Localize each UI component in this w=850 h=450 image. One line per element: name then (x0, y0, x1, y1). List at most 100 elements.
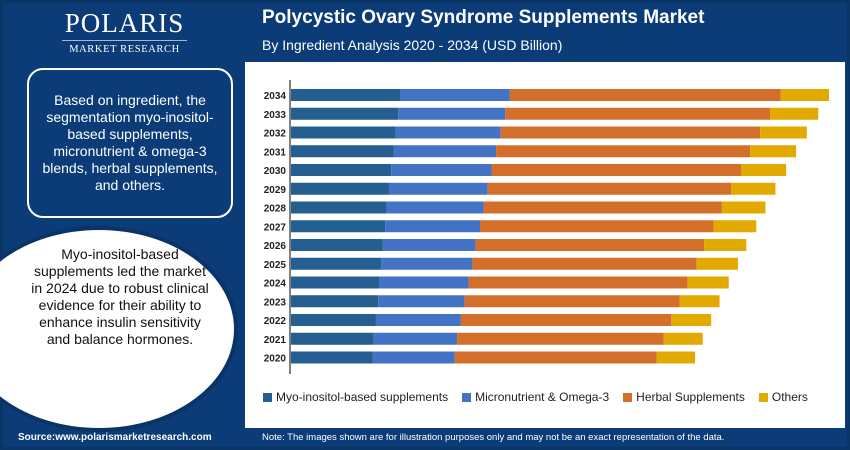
bar-segment-myo-inositol-based-supplements (291, 276, 380, 289)
bar-segment-myo-inositol-based-supplements (291, 295, 379, 308)
bar-segment-myo-inositol-based-supplements (291, 351, 373, 364)
legend-label: Herbal Supplements (636, 390, 745, 404)
bar-segment-myo-inositol-based-supplements (291, 164, 392, 176)
bar-segment-herbal-supplements (491, 164, 741, 176)
bar-segment-others (671, 314, 712, 326)
bar-segment-micronutrient-omega-3 (385, 220, 481, 233)
year-tick-label: 2027 (264, 222, 287, 233)
bar-segment-others (687, 276, 729, 289)
highlight-circle (0, 226, 238, 432)
legend-swatch (758, 392, 768, 402)
legend-swatch (623, 392, 633, 402)
bar-segment-micronutrient-omega-3 (381, 257, 473, 270)
page-subtitle: By Ingredient Analysis 2020 - 2034 (USD … (262, 37, 563, 53)
bar-segment-micronutrient-omega-3 (382, 239, 476, 251)
bar-segment-myo-inositol-based-supplements (291, 201, 387, 214)
bar-segment-others (731, 182, 776, 195)
legend-label: Myo-inositol-based supplements (276, 390, 449, 404)
bar-segment-micronutrient-omega-3 (386, 201, 484, 214)
bar-segment-herbal-supplements (483, 201, 722, 214)
year-tick-label: 2020 (264, 354, 287, 365)
bar-segment-myo-inositol-based-supplements (291, 107, 399, 120)
bar-segment-herbal-supplements (464, 295, 680, 308)
source-text: Source:www.polarismarketresearch.com (18, 432, 212, 443)
bar-segment-others (696, 257, 738, 270)
legend-label: Others (771, 390, 808, 404)
legend-item: Micronutrient & Omega-3 (462, 390, 609, 404)
segmentation-info-box: Based on ingredient, the segmentation my… (27, 68, 233, 218)
bar-segment-myo-inositol-based-supplements (291, 145, 394, 158)
bar-segment-others (750, 145, 797, 158)
bar-segment-herbal-supplements (468, 276, 688, 289)
bar-segment-others (760, 126, 807, 139)
bar-segment-micronutrient-omega-3 (400, 89, 510, 101)
year-tick-label: 2032 (264, 129, 287, 140)
year-tick-label: 2030 (264, 166, 287, 177)
legend: Myo-inositol-based supplements Micronutri… (263, 390, 808, 404)
bar-segment-herbal-supplements (505, 107, 771, 120)
legend-item: Myo-inositol-based supplements (263, 390, 448, 404)
bar-segment-others (780, 89, 829, 101)
highlight-text: Myo-inositol-based supplements led the m… (31, 246, 209, 347)
bar-segment-others (679, 295, 720, 308)
legend-label: Micronutrient & Omega-3 (475, 390, 610, 404)
bar-segment-herbal-supplements (457, 332, 664, 345)
year-tick-label: 2029 (264, 185, 287, 196)
bar-segment-herbal-supplements (487, 182, 732, 195)
year-tick-label: 2026 (264, 241, 287, 252)
logo-tagline: MARKET RESEARCH (62, 40, 187, 55)
bar-segment-myo-inositol-based-supplements (291, 257, 382, 270)
bar-segment-others (704, 239, 747, 251)
bar-segment-herbal-supplements (509, 89, 781, 101)
bar-segment-others (713, 220, 757, 233)
logo: POLARIS MARKET RESEARCH (62, 8, 187, 55)
bar-segment-micronutrient-omega-3 (398, 107, 506, 120)
bar-segment-others (663, 332, 703, 345)
bar-segment-micronutrient-omega-3 (395, 126, 501, 139)
year-tick-label: 2024 (264, 279, 287, 290)
bar-segment-micronutrient-omega-3 (373, 332, 458, 345)
legend-item: Herbal Supplements (623, 390, 745, 404)
bar-segment-herbal-supplements (454, 351, 657, 364)
year-tick-label: 2031 (264, 147, 287, 158)
year-tick-label: 2034 (264, 91, 287, 102)
bar-segment-micronutrient-omega-3 (378, 295, 465, 308)
legend-item: Others (758, 390, 808, 404)
bar-segment-micronutrient-omega-3 (379, 276, 469, 289)
bar-segment-micronutrient-omega-3 (375, 314, 461, 326)
bar-chart: 2034 2033 2032 2031 2030 2029 2028 2027 2026 2025… (264, 80, 829, 374)
page-title: Polycystic Ovary Syndrome Supplements Ma… (262, 7, 705, 28)
bar-segment-micronutrient-omega-3 (393, 145, 497, 158)
bar-segment-others (770, 107, 819, 120)
note-text: Note: The images shown are for illustrat… (262, 432, 725, 443)
bar-segment-myo-inositol-based-supplements (291, 332, 374, 345)
bar-segment-myo-inositol-based-supplements (291, 126, 396, 139)
legend-swatch (462, 392, 472, 402)
bar-segment-micronutrient-omega-3 (372, 351, 455, 364)
bar-segment-herbal-supplements (475, 239, 705, 251)
segmentation-text: Based on ingredient, the segmentation my… (42, 92, 218, 193)
bar-segment-others (656, 351, 696, 364)
year-tick-label: 2025 (264, 260, 287, 271)
bar-segment-herbal-supplements (472, 257, 697, 270)
bar-segment-myo-inositol-based-supplements (291, 220, 386, 233)
bar-segment-myo-inositol-based-supplements (291, 314, 376, 326)
year-tick-label: 2028 (264, 204, 287, 215)
bar-segment-others (740, 164, 787, 176)
bar-segment-myo-inositol-based-supplements (291, 239, 383, 251)
year-tick-label: 2021 (264, 335, 287, 346)
year-tick-label: 2023 (264, 297, 287, 308)
bar-segment-micronutrient-omega-3 (391, 164, 492, 176)
year-tick-label: 2022 (264, 316, 287, 327)
bar-segment-herbal-supplements (496, 145, 751, 158)
bar-segment-herbal-supplements (460, 314, 672, 326)
bar-segment-micronutrient-omega-3 (388, 182, 488, 195)
bar-segment-others (721, 201, 766, 214)
bar-segment-herbal-supplements (500, 126, 761, 139)
logo-name: POLARIS (64, 8, 185, 38)
legend-swatch (263, 392, 272, 402)
year-tick-label: 2033 (264, 110, 287, 121)
bar-segment-myo-inositol-based-supplements (291, 89, 401, 101)
bar-segment-myo-inositol-based-supplements (291, 182, 389, 195)
bar-segment-herbal-supplements (480, 220, 714, 233)
